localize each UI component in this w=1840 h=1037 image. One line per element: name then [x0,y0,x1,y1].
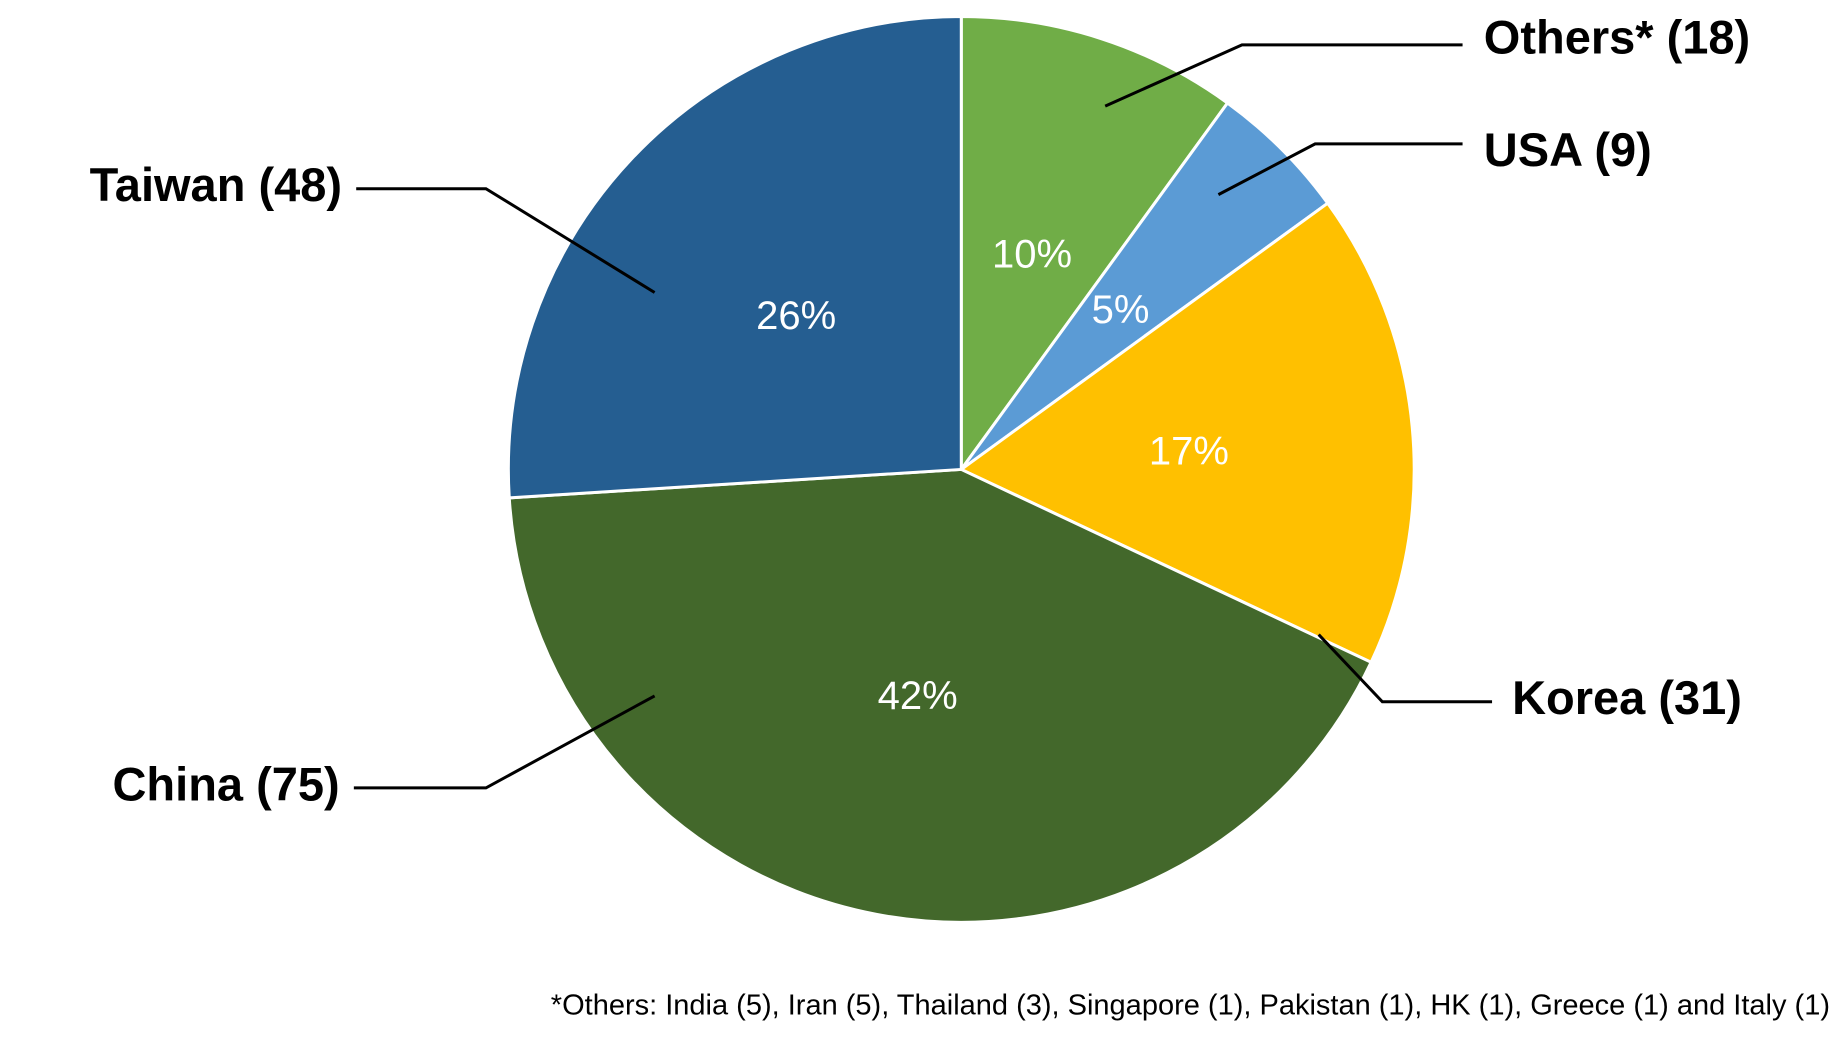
slice-percent-label: 42% [878,674,958,718]
leader-line [1317,633,1493,704]
category-label: Korea (31) [1512,671,1742,724]
category-label: Taiwan (48) [90,158,342,211]
pie-slice [507,467,1374,924]
slice-percent-label: 10% [992,233,1072,277]
leader-line [356,187,656,294]
pie-slice [959,15,1230,475]
slice-percent-label: 17% [1149,430,1229,474]
pie-slice [506,15,963,500]
footnote: *Others: India (5), Iran (5), Thailand (… [551,990,1830,1022]
slice-percent-label: 26% [756,294,836,338]
category-label: USA (9) [1484,123,1652,176]
slice-percent-label: 5% [1092,288,1150,332]
leader-line [353,694,656,790]
pie-slice [958,201,1416,665]
leader-line [1104,43,1463,108]
category-label: China (75) [112,757,339,810]
pie-slice [960,100,1330,471]
leader-line [1217,142,1463,196]
category-label: Others* (18) [1484,11,1750,64]
